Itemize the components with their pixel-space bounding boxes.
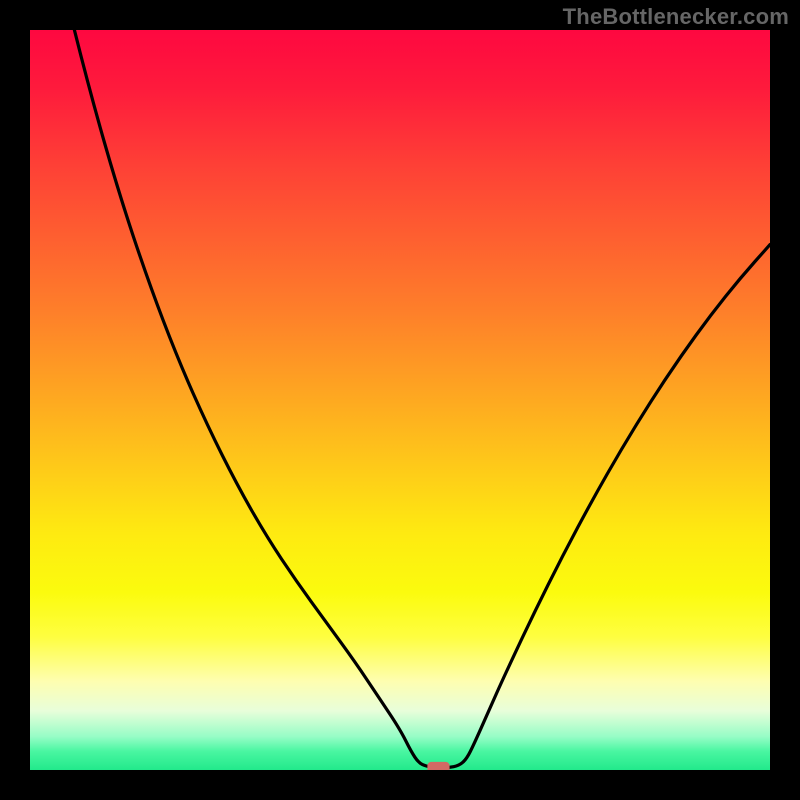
optimum-marker bbox=[427, 762, 449, 774]
figure-frame: TheBottlenecker.com bbox=[0, 0, 800, 800]
watermark-text: TheBottlenecker.com bbox=[563, 4, 789, 30]
bottleneck-chart bbox=[0, 0, 800, 800]
plot-background bbox=[30, 30, 770, 770]
